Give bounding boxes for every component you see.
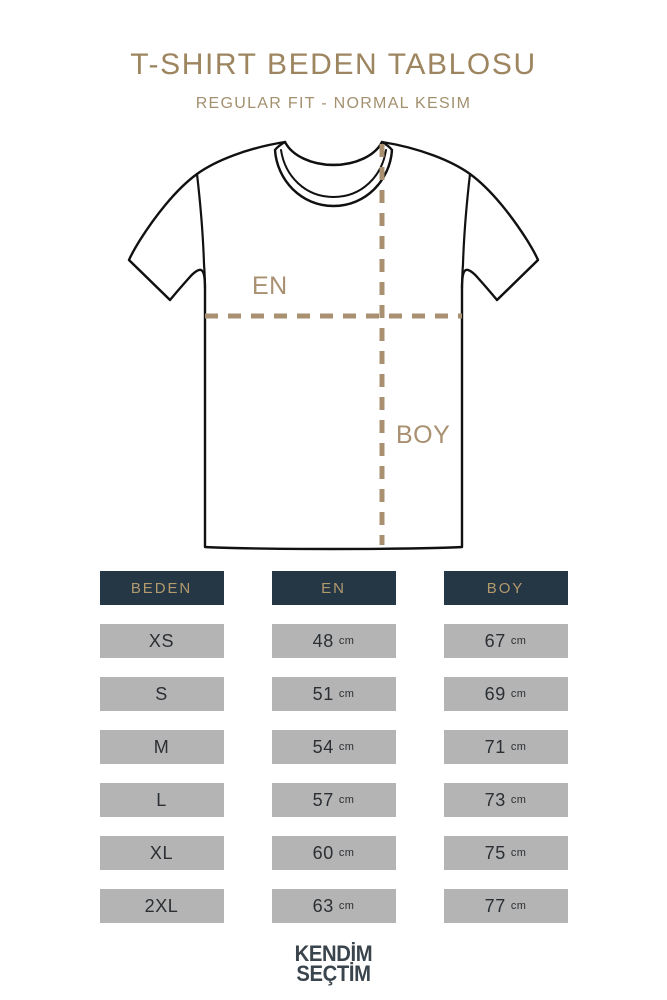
cell-width-value: 57 [312, 789, 334, 810]
cell-length: 75 cm [443, 836, 568, 870]
cell-size: L [99, 783, 224, 817]
table-header-boy: BOY [443, 571, 568, 605]
cell-width-value: 51 [312, 683, 334, 704]
collar-inner-lines [274, 149, 393, 208]
cell-width-unit: cm [338, 741, 355, 753]
cell-length-value: 67 [484, 630, 506, 651]
length-label: BOY [396, 421, 450, 449]
cell-length: 71 cm [443, 730, 568, 764]
cell-size: 2XL [99, 889, 224, 923]
cell-width-value: 60 [312, 842, 334, 863]
page-header: T-SHIRT BEDEN TABLOSU REGULAR FIT - NORM… [0, 48, 667, 113]
cell-width-unit: cm [338, 794, 355, 806]
tshirt-illustration: EN BOY [0, 128, 667, 560]
cell-length-value: 71 [484, 736, 506, 757]
cell-size: XS [99, 624, 224, 658]
page-subtitle: REGULAR FIT - NORMAL KESIM [195, 95, 472, 112]
cell-width: 51 cm [271, 677, 396, 711]
cell-length-value: 69 [484, 683, 506, 704]
table-header-beden: BEDEN [99, 571, 224, 605]
cell-size: M [99, 730, 224, 764]
measurement-guides [205, 144, 462, 545]
shoulder-seam-lines [195, 172, 472, 290]
cell-width-value: 54 [312, 736, 334, 757]
cell-length-unit: cm [510, 688, 527, 700]
table-header-row: BEDEN EN BOY [0, 571, 667, 605]
cell-length: 73 cm [443, 783, 568, 817]
cell-width: 60 cm [271, 836, 396, 870]
cell-length: 77 cm [443, 889, 568, 923]
table-row: 2XL 63 cm 77 cm [0, 889, 667, 923]
table-row: M 54 cm 71 cm [0, 730, 667, 764]
table-row: XL 60 cm 75 cm [0, 836, 667, 870]
cell-length-value: 75 [484, 842, 506, 863]
brand-logo-line-1: KENDİM [294, 941, 373, 966]
table-row: XS 48 cm 67 cm [0, 624, 667, 658]
cell-length-unit: cm [510, 847, 527, 859]
cell-length-value: 73 [484, 789, 506, 810]
cell-length-unit: cm [510, 794, 527, 806]
cell-width-value: 48 [312, 630, 334, 651]
cell-width-value: 63 [312, 895, 334, 916]
cell-length: 67 cm [443, 624, 568, 658]
cell-width: 48 cm [271, 624, 396, 658]
cell-width: 63 cm [271, 889, 396, 923]
cell-width-unit: cm [338, 688, 355, 700]
cell-width-unit: cm [338, 847, 355, 859]
cell-size: XL [99, 836, 224, 870]
cell-width: 54 cm [271, 730, 396, 764]
brand-logo-line-2: SEÇTİM [296, 961, 371, 986]
width-label: EN [252, 272, 288, 300]
cell-length-unit: cm [510, 635, 527, 647]
cell-length-unit: cm [510, 741, 527, 753]
cell-length-value: 77 [484, 895, 506, 916]
table-row: L 57 cm 73 cm [0, 783, 667, 817]
page-title: T-SHIRT BEDEN TABLOSU [130, 48, 537, 81]
tshirt-outline-icon [127, 140, 540, 551]
cell-length: 69 cm [443, 677, 568, 711]
cell-width: 57 cm [271, 783, 396, 817]
size-table: BEDEN EN BOY XS 48 cm 67 cm S 51 cm 69 [0, 571, 667, 942]
table-row: S 51 cm 69 cm [0, 677, 667, 711]
table-header-en: EN [271, 571, 396, 605]
brand-logo: KENDİM SEÇTİM [0, 941, 667, 986]
sleeve-hem-lines [127, 258, 540, 302]
cell-width-unit: cm [338, 900, 355, 912]
cell-size: S [99, 677, 224, 711]
cell-width-unit: cm [338, 635, 355, 647]
cell-length-unit: cm [510, 900, 527, 912]
